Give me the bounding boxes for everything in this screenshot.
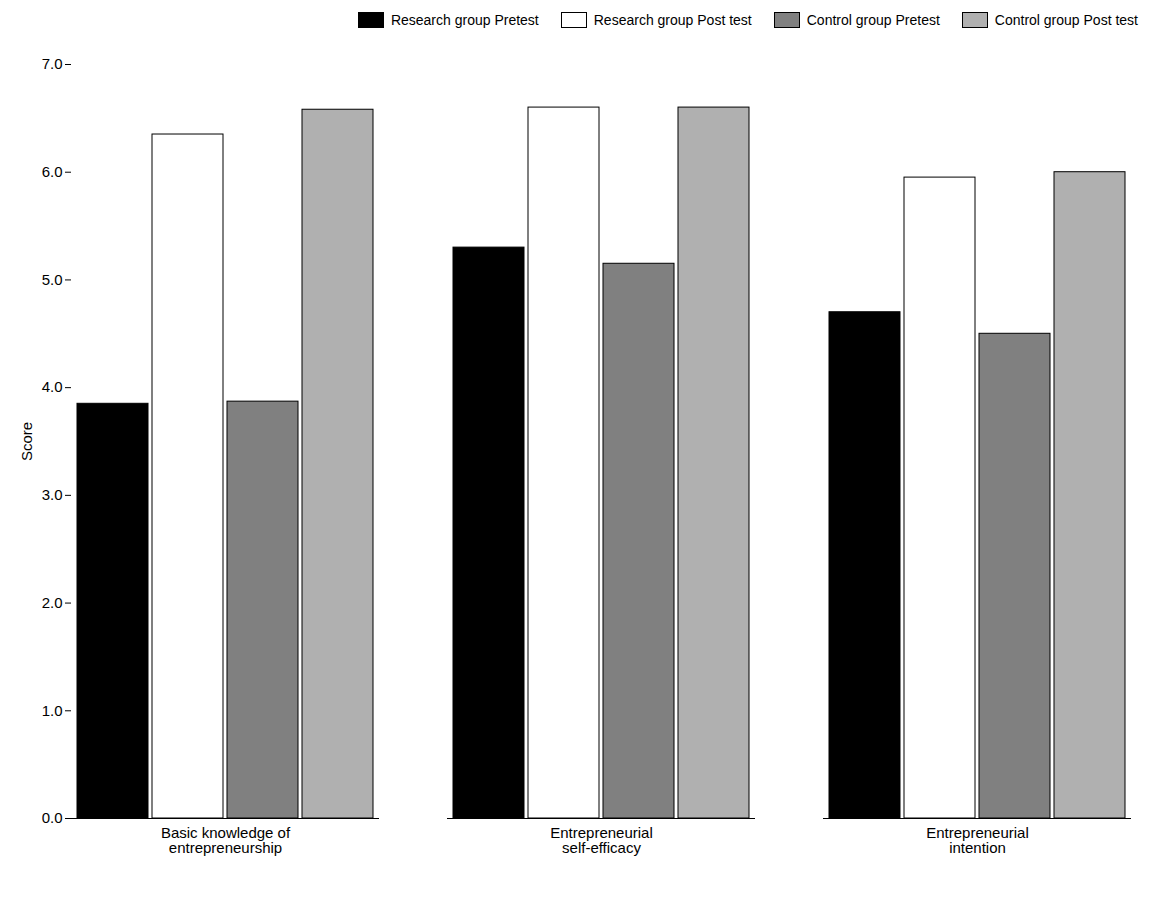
svg-text:0.0: 0.0 <box>42 809 63 826</box>
svg-text:6.0: 6.0 <box>42 163 63 180</box>
svg-text:Entrepreneurialself-efficacy: Entrepreneurialself-efficacy <box>550 824 653 856</box>
svg-text:Basic knowledge ofentrepreneur: Basic knowledge ofentrepreneurship <box>161 824 291 856</box>
html-text:Control group Pretest: Control group Pretest <box>806 12 940 28</box>
svg-text:Entrepreneurialintention: Entrepreneurialintention <box>926 824 1029 856</box>
svg-text:Score: Score <box>18 422 35 461</box>
html-text:Research group Post test: Research group Post test <box>593 12 752 28</box>
svg-text:2.0: 2.0 <box>42 594 63 611</box>
svg-text:3.0: 3.0 <box>42 486 63 503</box>
svg-text:5.0: 5.0 <box>42 271 63 288</box>
html-text:Research group Pretest: Research group Pretest <box>390 12 539 28</box>
svg-text:7.0: 7.0 <box>42 55 63 72</box>
html-text:Control group Post test: Control group Post test <box>994 12 1138 28</box>
svg-text:1.0: 1.0 <box>42 702 63 719</box>
svg-text:4.0: 4.0 <box>42 378 63 395</box>
